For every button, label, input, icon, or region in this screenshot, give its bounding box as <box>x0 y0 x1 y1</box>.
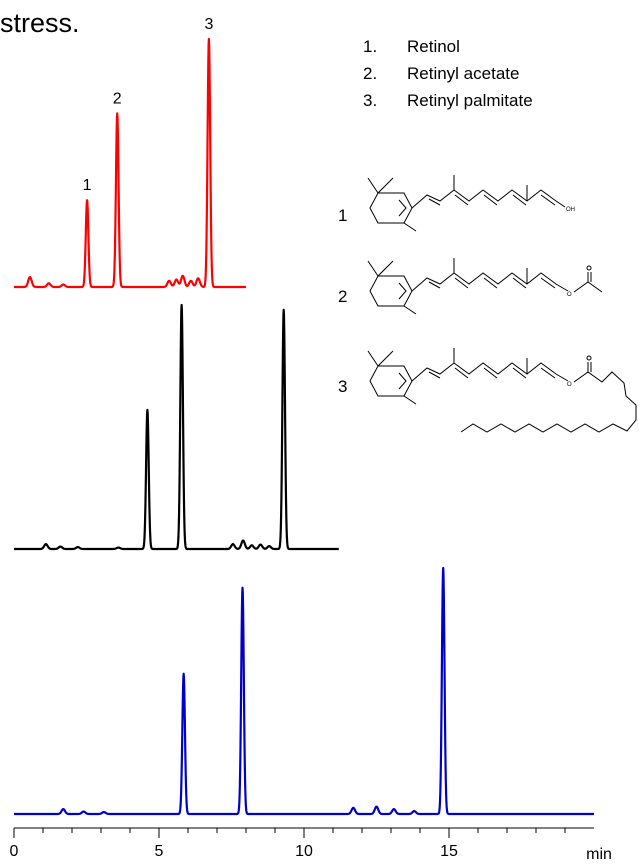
chromatogram-trace-3 <box>13 566 595 816</box>
legend-name: Retinol <box>407 37 460 56</box>
structure-number: 1 <box>338 206 347 225</box>
structure-methyl <box>403 395 417 405</box>
structure-methyl <box>403 305 417 315</box>
structure-polyene-chain <box>411 272 569 292</box>
structure-ester-oxygen: O <box>567 382 572 388</box>
legend-name: Retinyl acetate <box>407 64 519 83</box>
legend-number: 2. <box>363 64 377 83</box>
peak-label-1: 1 <box>83 177 92 194</box>
peak-label-2: 2 <box>113 90 122 107</box>
x-tick-label: 0 <box>10 843 19 860</box>
structure-chain-double-bonds <box>428 367 556 379</box>
structure-methyl <box>403 222 417 232</box>
structure-chain-methyls <box>453 348 528 374</box>
peak-label-3: 3 <box>204 16 213 33</box>
structure-polyene-chain <box>411 189 566 209</box>
structure-gem-methyl <box>367 177 394 194</box>
x-tick-label: 5 <box>155 843 164 860</box>
x-tick-label: 15 <box>440 843 458 860</box>
structure-ring-double-bond <box>398 372 407 390</box>
structure-retinol: 1 OH <box>338 175 575 232</box>
structure-carbonyl-o <box>586 265 592 271</box>
structure-gem-methyl <box>367 350 394 367</box>
structure-gem-methyl <box>367 260 394 277</box>
structure-retinyl-acetate: 2 O <box>338 258 603 315</box>
structure-carbonyl-o <box>586 355 592 361</box>
legend-number: 1. <box>363 37 377 56</box>
structure-polyene-chain <box>411 362 569 382</box>
structure-chain-double-bonds <box>428 194 556 206</box>
compound-legend: 1. Retinol 2. Retinyl acetate 3. Retinyl… <box>363 37 533 110</box>
structure-ester-oxygen: O <box>567 292 572 298</box>
chromatogram-trace-1 <box>13 37 247 289</box>
structure-acetyl <box>573 272 603 293</box>
legend-number: 3. <box>363 91 377 110</box>
structure-end-group: OH <box>566 207 575 213</box>
x-axis-unit: min <box>586 846 612 863</box>
x-tick-label: 10 <box>295 843 313 860</box>
structure-number: 2 <box>338 287 347 306</box>
structure-chain-double-bonds <box>428 277 556 289</box>
legend-name: Retinyl palmitate <box>407 91 533 110</box>
structure-palmitoyl <box>460 362 637 433</box>
x-axis: 0 5 10 15 min <box>10 827 612 863</box>
structure-chain-methyls <box>453 175 528 201</box>
structure-ring-double-bond <box>398 282 407 300</box>
structure-retinyl-palmitate: 3 O <box>338 348 637 433</box>
structure-ring-double-bond <box>398 199 407 217</box>
structure-number: 3 <box>338 377 347 396</box>
structure-chain-methyls <box>453 258 528 284</box>
chromatogram-trace-2 <box>13 303 340 551</box>
header-fragment: stress. <box>0 8 80 38</box>
